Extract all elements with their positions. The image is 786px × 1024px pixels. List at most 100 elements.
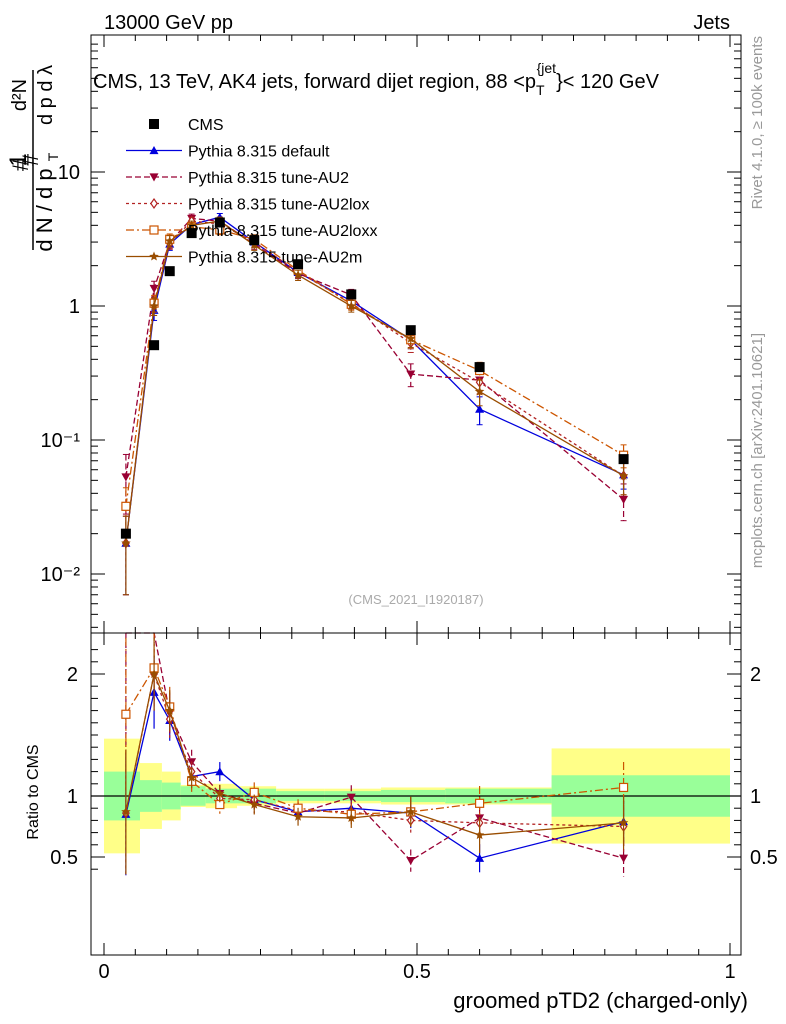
legend: CMS Pythia 8.315 default Pythia 8.315 tune…	[126, 117, 377, 267]
x-tick-label: 0.5	[403, 961, 431, 983]
ratio-point	[186, 772, 197, 782]
series-point	[474, 386, 485, 396]
ratio-y-tick-label-right: 2	[750, 664, 761, 686]
svg-text:d²N: d²N	[9, 79, 31, 111]
legend-label: Pythia 8.315 tune-AU2loxx	[188, 223, 377, 240]
cms-point	[149, 340, 160, 351]
mcplots-label: mcplots.cern.ch [arXiv:2401.10621]	[749, 333, 766, 568]
legend-marker	[150, 197, 158, 210]
x-tick-label: 0	[98, 961, 109, 983]
axes: 0 0.5 1 10⁻² 10⁻¹ 1 10 0.5 0.5 1 1 2 2	[41, 35, 778, 983]
cms-points	[120, 217, 629, 539]
legend-cms-label: CMS	[188, 117, 224, 134]
series-point	[293, 270, 303, 280]
ratio-point	[475, 853, 485, 862]
ratio-point	[406, 806, 416, 816]
rivet-label: Rivet 4.1.0, ≥ 100k events	[749, 36, 766, 209]
x-axis-label: groomed pTD2 (charged-only)	[453, 988, 748, 1013]
legend-marker	[149, 225, 159, 235]
series-point	[121, 473, 131, 482]
series-point	[186, 220, 197, 230]
cms-point	[186, 228, 197, 239]
legend-marker	[149, 146, 159, 155]
ratio-point	[475, 798, 485, 808]
ratio-point	[121, 806, 131, 816]
ratio-point	[618, 782, 629, 793]
series-point	[619, 495, 629, 504]
ratio-line	[125, 632, 624, 862]
ratio-y-tick-label: 1	[67, 786, 78, 808]
ratio-point	[619, 854, 629, 863]
y-tick-label: 10⁻¹	[41, 430, 81, 452]
ratio-point	[121, 709, 131, 719]
top-series	[121, 212, 629, 596]
chart-title: CMS, 13 TeV, AK4 jets, forward dijet reg…	[93, 60, 660, 98]
legend-label: Pythia 8.315 tune-AU2m	[188, 250, 362, 267]
cms-point	[405, 325, 416, 336]
cms-point	[474, 362, 485, 373]
svg-text:d p d λ: d p d λ	[35, 65, 57, 125]
series-point	[406, 370, 416, 379]
y-tick-label: 1	[69, 296, 80, 318]
series-point	[618, 470, 629, 480]
analysis-id: (CMS_2021_I1920187)	[348, 592, 483, 607]
ratio-line	[125, 690, 624, 859]
y-axis-label-top: #	[18, 153, 43, 166]
series-point	[165, 236, 175, 246]
ratio-point	[165, 705, 175, 715]
series-line	[125, 220, 624, 544]
cms-point	[120, 528, 131, 539]
y-axis-label-ratio: Ratio to CMS	[25, 744, 42, 839]
header-left: 13000 GeV pp	[104, 12, 233, 34]
svg-text:#: #	[8, 158, 33, 171]
ratio-point	[346, 813, 356, 822]
svg-text:d N / d p: d N / d p	[32, 168, 57, 251]
series-point	[149, 284, 159, 294]
series-point	[149, 301, 159, 310]
legend-label: Pythia 8.315 tune-AU2	[188, 170, 349, 187]
ratio-point	[618, 817, 629, 827]
cms-point	[214, 217, 225, 228]
series-line	[125, 226, 624, 507]
series-line	[125, 220, 624, 544]
ratio-line	[125, 671, 624, 836]
series-point	[406, 333, 416, 343]
svg-text:#: #	[18, 153, 43, 166]
series-point	[475, 404, 485, 413]
ratio-point	[346, 793, 356, 802]
ratio-point	[215, 767, 225, 776]
legend-marker	[149, 173, 159, 182]
ratio-lines	[121, 632, 629, 877]
cms-point	[293, 259, 304, 270]
x-tick-label: 1	[724, 961, 735, 983]
series-point	[346, 301, 356, 310]
legend-cms-marker	[149, 119, 159, 129]
ratio-point	[249, 799, 259, 809]
svg-text:T: T	[45, 152, 61, 161]
legend-label: Pythia 8.315 default	[188, 144, 330, 161]
cms-point	[164, 266, 175, 277]
header-right: Jets	[693, 12, 730, 34]
y-tick-label: 10	[58, 162, 80, 184]
ratio-frame	[90, 632, 742, 956]
svg-text:1: 1	[5, 153, 32, 166]
ratio-y-tick-label-right: 0.5	[750, 847, 778, 869]
ratio-point	[215, 788, 225, 798]
y-tick-label: 10⁻²	[41, 564, 81, 586]
ratio-y-tick-label-right: 1	[750, 786, 761, 808]
ratio-y-tick-label: 0.5	[50, 847, 78, 869]
ratio-point	[406, 857, 416, 866]
ratio-y-tick-label: 2	[67, 664, 78, 686]
ratio-point	[293, 811, 303, 821]
legend-label: Pythia 8.315 tune-AU2lox	[188, 197, 369, 214]
series-point	[121, 538, 131, 548]
cms-point	[249, 235, 260, 246]
cms-point	[346, 289, 357, 300]
series-point	[121, 501, 131, 511]
ratio-point	[474, 830, 485, 840]
y-axis-label-top-body: # 1 d N / d p T d²N d p d λ	[5, 65, 61, 252]
cms-point	[618, 454, 629, 465]
ratio-point	[149, 669, 159, 678]
legend-marker	[149, 251, 159, 261]
